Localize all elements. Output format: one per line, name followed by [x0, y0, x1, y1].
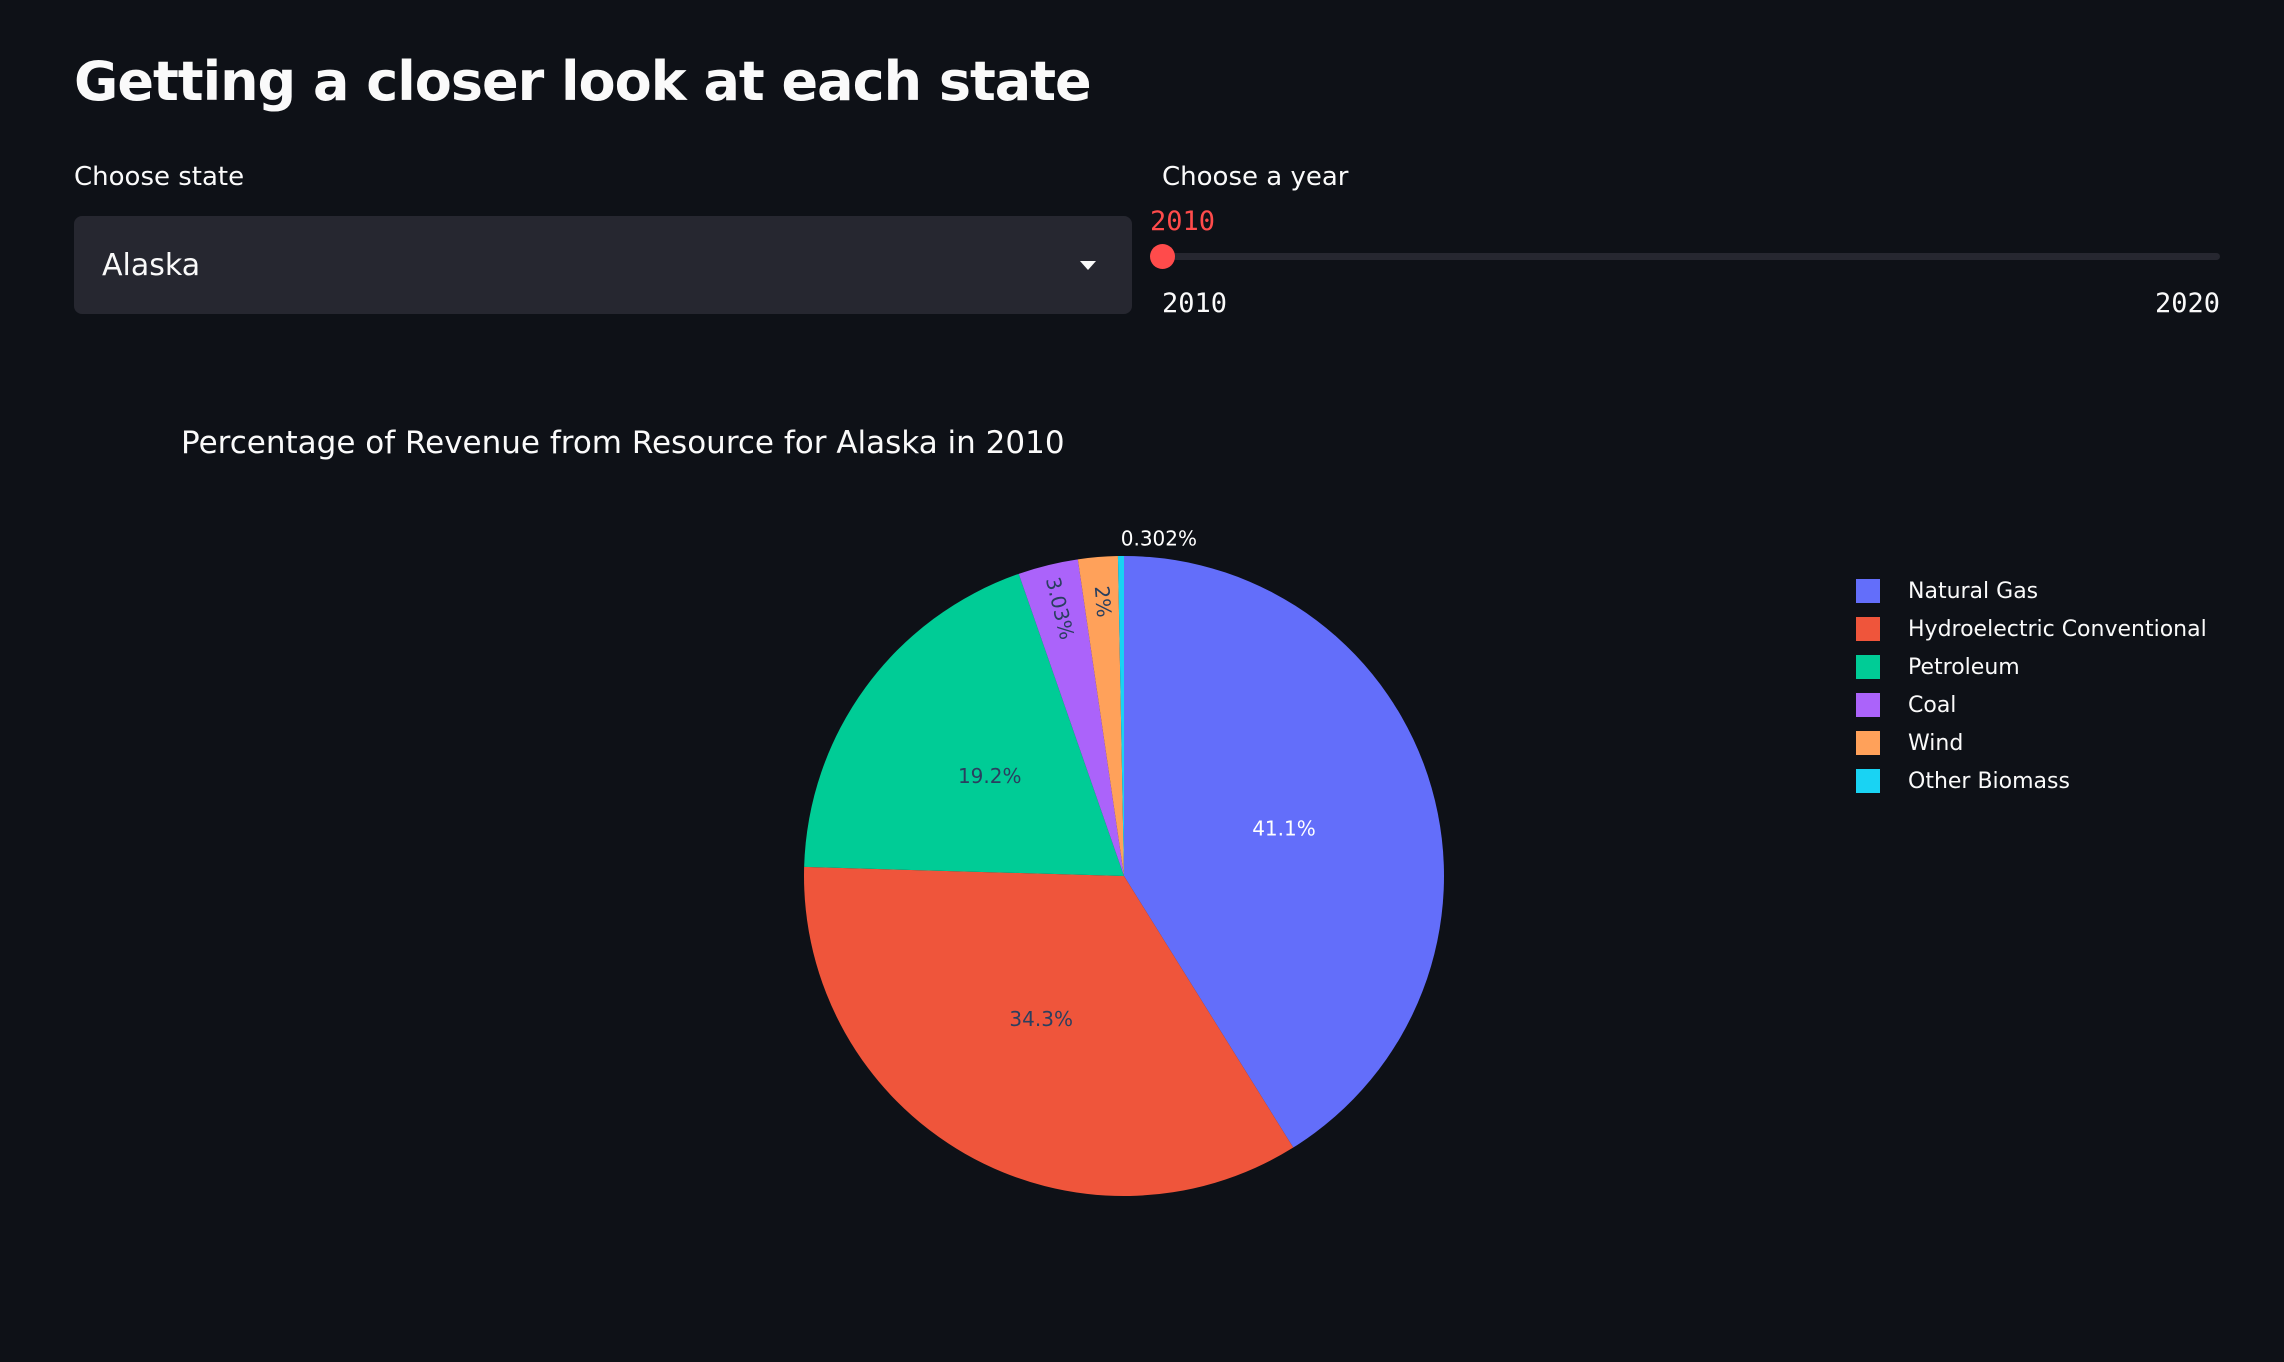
year-slider-label: Choose a year — [1162, 162, 1349, 192]
year-slider-current-value: 2010 — [1150, 206, 1216, 237]
pie-slice-coal[interactable] — [1018, 559, 1124, 876]
state-select-value: Alaska — [102, 248, 201, 283]
legend-swatch — [1856, 655, 1880, 679]
chart-title: Percentage of Revenue from Resource for … — [181, 425, 1065, 461]
legend-item[interactable]: Natural Gas — [1856, 572, 2207, 610]
pie-slice-hydroelectric-conventional[interactable] — [803, 866, 1294, 1196]
legend-item[interactable]: Wind — [1856, 724, 2207, 762]
year-slider-max: 2020 — [2154, 288, 2220, 319]
pie-slice-other-biomass[interactable] — [1117, 556, 1124, 876]
state-select[interactable]: Alaska — [74, 216, 1132, 314]
legend-label: Coal — [1908, 692, 1957, 718]
state-select-label: Choose state — [74, 162, 245, 192]
year-slider-track[interactable] — [1162, 253, 2220, 260]
legend-item[interactable]: Other Biomass — [1856, 762, 2207, 800]
year-slider-thumb[interactable] — [1150, 244, 1175, 269]
pie-slice-wind[interactable] — [1077, 556, 1124, 876]
year-slider-min: 2010 — [1162, 288, 1228, 319]
legend-label: Hydroelectric Conventional — [1908, 616, 2207, 642]
pie-slice-label: 2% — [1090, 585, 1117, 619]
chevron-down-icon[interactable] — [1080, 261, 1096, 270]
pie-slice-label: 41.1% — [1252, 817, 1316, 841]
legend-item[interactable]: Hydroelectric Conventional — [1856, 610, 2207, 648]
legend-label: Wind — [1908, 730, 1964, 756]
pie-slice-label: 19.2% — [958, 764, 1022, 788]
legend-label: Other Biomass — [1908, 768, 2070, 794]
pie-slice-label: 3.03% — [1041, 575, 1079, 642]
legend-item[interactable]: Petroleum — [1856, 648, 2207, 686]
pie-slice-label: 34.3% — [1009, 1007, 1073, 1031]
legend-swatch — [1856, 617, 1880, 641]
pie-slice-label: 0.302% — [1121, 527, 1197, 551]
pie-slice-natural-gas[interactable] — [1124, 556, 1444, 1148]
chart-legend: Natural Gas Hydroelectric Conventional Pet… — [1856, 572, 2207, 800]
legend-label: Petroleum — [1908, 654, 2020, 680]
legend-swatch — [1856, 731, 1880, 755]
pie-slice-petroleum[interactable] — [804, 573, 1124, 876]
legend-label: Natural Gas — [1908, 578, 2039, 604]
legend-item[interactable]: Coal — [1856, 686, 2207, 724]
legend-swatch — [1856, 579, 1880, 603]
legend-swatch — [1856, 693, 1880, 717]
legend-swatch — [1856, 769, 1880, 793]
page-title: Getting a closer look at each state — [74, 50, 1092, 113]
